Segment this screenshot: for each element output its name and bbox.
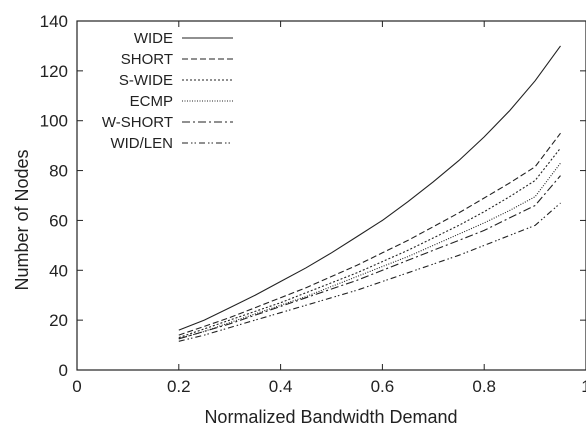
legend-label-s-wide: S-WIDE: [119, 72, 173, 89]
x-tick-label: 0.4: [269, 377, 293, 396]
series-lines: [178, 45, 561, 342]
y-axis: 0 20 40 60 80 100 120 140: [40, 12, 586, 380]
legend-label-short: SHORT: [121, 51, 173, 68]
legend: WIDE SHORT S-WIDE ECMP W-SHORT WID/LEN: [102, 30, 233, 152]
y-tick-label: 20: [49, 311, 68, 330]
x-tick-label: 0.8: [472, 377, 496, 396]
y-tick-label: 80: [49, 162, 68, 181]
x-tick-label: 0.6: [371, 377, 395, 396]
plot-area: [76, 20, 586, 371]
legend-label-ecmp: ECMP: [130, 93, 173, 110]
y-tick-label: 60: [49, 211, 68, 230]
series-line-w-short: [178, 175, 561, 340]
x-tick-label: 0.2: [167, 377, 191, 396]
legend-label-wid-len: WID/LEN: [110, 135, 173, 152]
y-tick-label: 140: [40, 12, 68, 31]
x-tick-label: 1: [581, 377, 586, 396]
y-tick-label: 120: [40, 62, 68, 81]
y-axis-label: Number of Nodes: [12, 149, 32, 290]
legend-label-w-short: W-SHORT: [102, 114, 173, 131]
y-tick-label: 0: [59, 361, 68, 380]
plot-frame: [76, 20, 586, 371]
series-line-s-wide: [178, 147, 561, 339]
legend-label-wide: WIDE: [134, 30, 173, 47]
x-axis: 0 0.2 0.4 0.6 0.8 1: [72, 21, 586, 396]
series-line-ecmp: [178, 162, 561, 340]
series-line-wide: [178, 45, 561, 331]
series-line-short: [178, 132, 561, 336]
y-tick-label: 100: [40, 112, 68, 131]
y-tick-label: 40: [49, 261, 68, 280]
x-tick-label: 0: [72, 377, 81, 396]
x-axis-label: Normalized Bandwidth Demand: [204, 407, 457, 427]
